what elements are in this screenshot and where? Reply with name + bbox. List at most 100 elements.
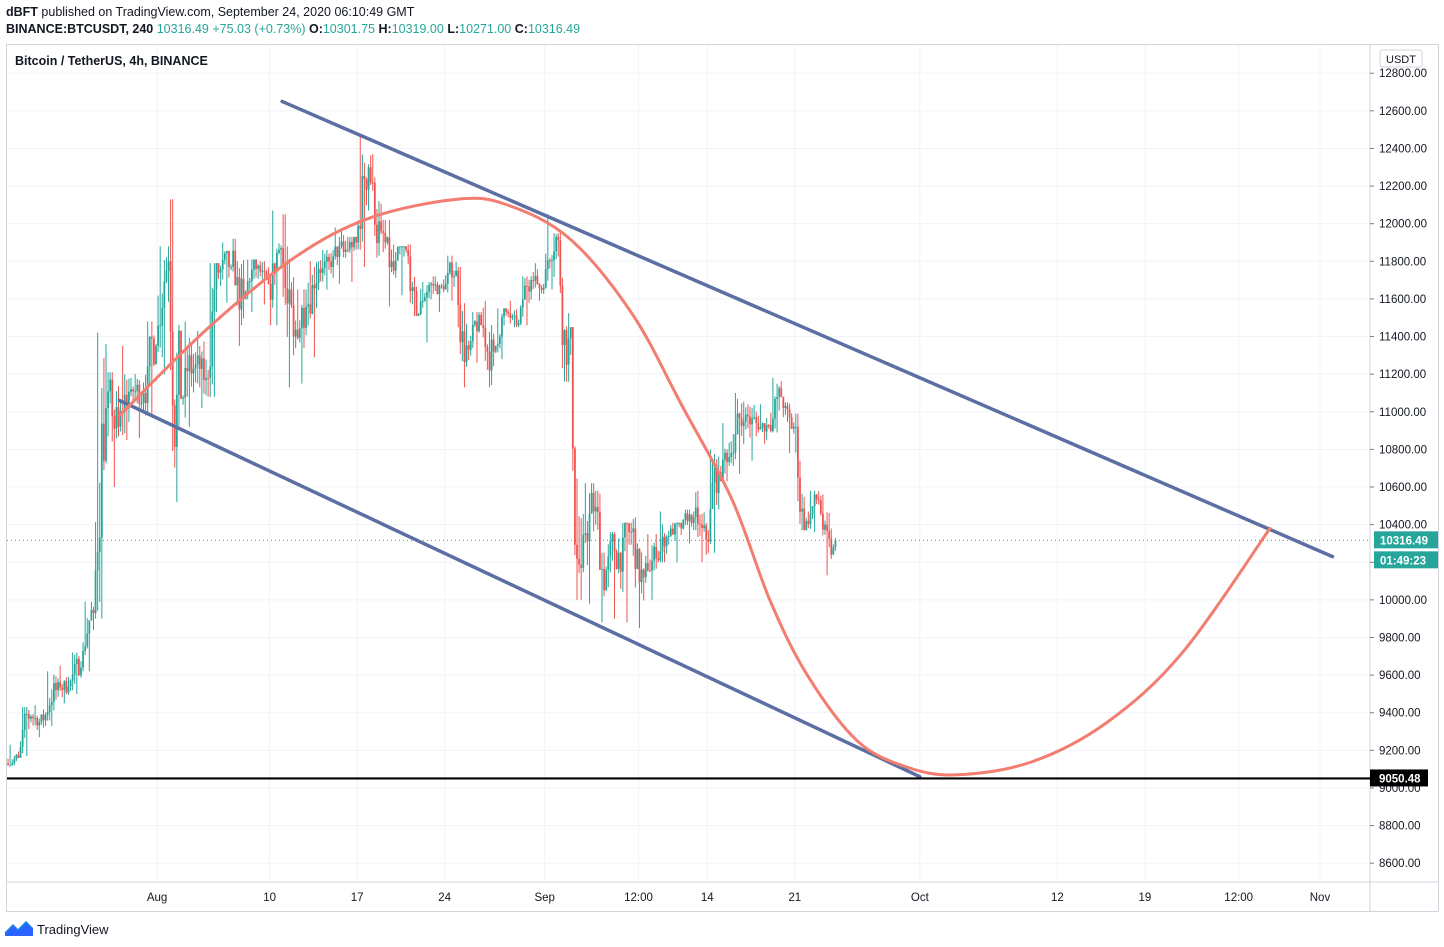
open-value: 10301.75 <box>322 22 375 36</box>
candle-body <box>724 452 726 460</box>
candle-body <box>71 674 74 681</box>
candle-body <box>273 263 276 272</box>
candle-body <box>130 389 132 392</box>
candle-body <box>473 321 476 325</box>
candle-body <box>67 686 70 693</box>
candle-body <box>707 539 710 542</box>
candle-body <box>278 249 280 253</box>
candle-body <box>769 424 772 432</box>
price-tick-label: 12600.00 <box>1379 106 1427 118</box>
candle-body <box>82 650 84 668</box>
candle-body <box>807 520 810 525</box>
candle-body <box>523 285 526 300</box>
candle-body <box>663 536 666 547</box>
candle-body <box>7 763 9 766</box>
candle-body <box>378 221 380 244</box>
price-tick-label: 9200.00 <box>1379 745 1421 757</box>
candle-body <box>563 330 566 346</box>
candle-body <box>52 683 55 702</box>
candle-body <box>576 544 578 559</box>
candle-body <box>401 246 403 248</box>
candle-body <box>207 377 210 379</box>
candle-body <box>805 520 808 531</box>
candle-body <box>321 267 324 273</box>
candle-body <box>692 517 695 524</box>
candle-body <box>153 338 155 365</box>
candle-body <box>649 570 651 572</box>
candle-body <box>674 523 676 535</box>
candle-body <box>165 270 168 282</box>
candle-body <box>619 552 622 572</box>
candle-body <box>534 275 537 281</box>
candle-body <box>405 246 408 251</box>
candle-body <box>96 551 99 571</box>
candle-body <box>763 423 766 432</box>
candle-body <box>351 241 353 248</box>
candle-body <box>365 179 368 190</box>
candle-body <box>557 236 560 241</box>
candle-body <box>196 355 199 365</box>
time-tick-label: 14 <box>701 892 714 904</box>
candle-body <box>757 423 760 430</box>
candle-body <box>726 452 728 462</box>
candle-body <box>86 633 89 647</box>
price-chart[interactable]: 8600.008800.009000.009200.009400.009600.… <box>0 0 1444 915</box>
candle-body <box>292 305 295 337</box>
time-tick-label: 24 <box>438 892 451 904</box>
candle-body <box>65 681 68 693</box>
candle-body <box>388 237 391 268</box>
candle-body <box>300 307 303 329</box>
candle-body <box>361 175 364 229</box>
candle-body <box>407 250 410 257</box>
low-label: L: <box>447 22 460 36</box>
candle-body <box>232 250 235 267</box>
price-tick-label: 10000.00 <box>1379 595 1427 607</box>
candle-body <box>732 452 735 454</box>
tradingview-footer[interactable]: TradingView <box>4 918 109 940</box>
candle-body <box>738 413 741 418</box>
candle-body <box>323 261 326 268</box>
candle-body <box>457 270 460 305</box>
candle-body <box>778 388 781 398</box>
candle-body <box>59 682 62 688</box>
candle-body <box>740 417 743 426</box>
price-tick-label: 11800.00 <box>1379 256 1426 268</box>
candle-body <box>384 232 387 243</box>
candle-body <box>797 426 799 478</box>
candle-body <box>721 459 724 482</box>
candle-body <box>413 287 416 291</box>
candle-body <box>34 718 37 720</box>
candle-body <box>788 409 791 418</box>
time-tick-label: 12:00 <box>624 892 653 904</box>
candle-body <box>125 394 128 404</box>
candle-body <box>755 417 758 424</box>
candle-body <box>734 434 737 453</box>
candle-body <box>392 261 395 271</box>
candle-body <box>638 549 641 583</box>
candle-body <box>540 287 543 290</box>
candle-body <box>488 351 491 371</box>
currency-label: USDT <box>1386 54 1416 66</box>
chart-frame[interactable] <box>6 44 1439 912</box>
candle-body <box>428 285 430 292</box>
candle-body <box>80 667 82 676</box>
candle-body <box>694 507 697 518</box>
candle-body <box>359 225 362 229</box>
candle-body <box>109 379 112 392</box>
candle-body <box>119 411 122 427</box>
open-label: O: <box>308 22 323 36</box>
publisher-name[interactable]: dBFT <box>6 5 38 19</box>
candle-body <box>190 355 193 374</box>
candle-body <box>580 564 583 568</box>
candle-body <box>48 705 51 712</box>
candle-body <box>655 546 658 559</box>
candle-body <box>546 260 549 269</box>
candle-body <box>453 276 455 278</box>
candle-body <box>284 265 287 289</box>
candle-body <box>505 308 508 313</box>
candle-body <box>369 167 372 183</box>
candle-body <box>621 537 624 572</box>
candle-body <box>228 250 230 268</box>
candle-body <box>582 534 585 568</box>
candle-body <box>334 246 337 257</box>
